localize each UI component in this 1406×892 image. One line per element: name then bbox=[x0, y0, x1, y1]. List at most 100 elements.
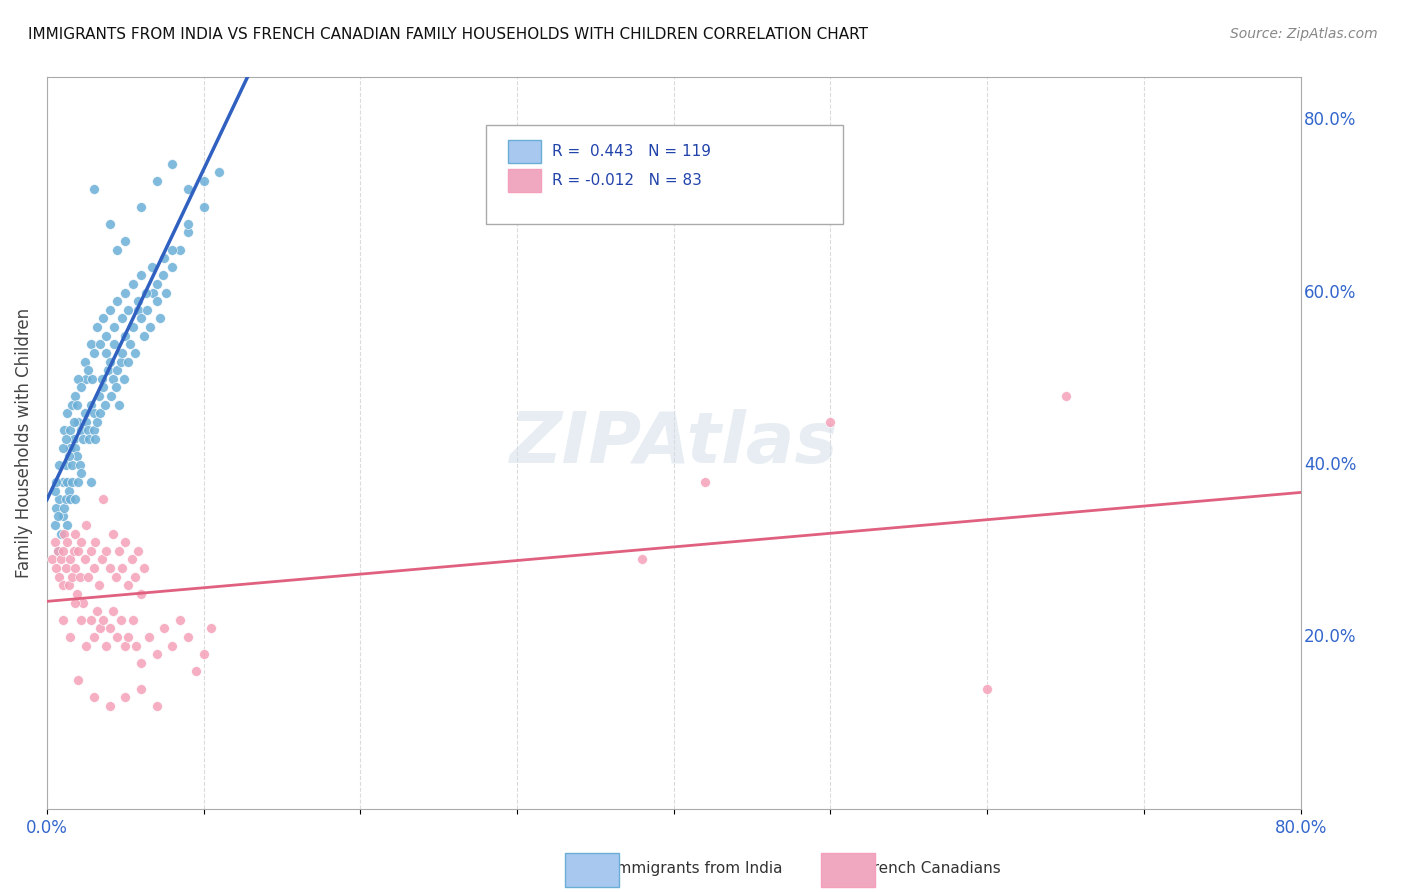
Point bbox=[200, 621, 222, 635]
Point bbox=[177, 226, 200, 240]
Point bbox=[132, 561, 155, 575]
Point bbox=[127, 294, 149, 309]
Point bbox=[44, 483, 66, 498]
Point bbox=[121, 552, 143, 566]
Point bbox=[63, 441, 86, 455]
Point bbox=[122, 320, 145, 334]
Point bbox=[75, 415, 97, 429]
Point bbox=[103, 337, 125, 351]
Point bbox=[70, 467, 93, 481]
Point bbox=[96, 328, 118, 343]
Point bbox=[145, 174, 167, 188]
Point bbox=[56, 518, 79, 533]
Point bbox=[83, 690, 105, 705]
Point bbox=[94, 398, 117, 412]
Point bbox=[96, 639, 118, 653]
Point bbox=[63, 526, 86, 541]
Point bbox=[89, 621, 111, 635]
Point bbox=[66, 587, 89, 601]
Point bbox=[56, 535, 79, 549]
Point bbox=[60, 458, 83, 472]
Point bbox=[86, 320, 108, 334]
Point bbox=[693, 475, 716, 489]
Point bbox=[114, 328, 136, 343]
Point bbox=[112, 372, 135, 386]
Point bbox=[46, 509, 69, 524]
Point bbox=[108, 544, 131, 558]
Point bbox=[59, 630, 82, 644]
Point bbox=[169, 243, 191, 257]
Point bbox=[101, 604, 124, 618]
Point bbox=[145, 277, 167, 291]
Point bbox=[73, 406, 96, 420]
Point bbox=[87, 578, 110, 592]
Point bbox=[97, 363, 120, 377]
Point bbox=[127, 302, 149, 317]
Point bbox=[67, 544, 90, 558]
Point bbox=[107, 294, 129, 309]
Point bbox=[98, 561, 121, 575]
Point bbox=[96, 346, 118, 360]
Text: R = -0.012   N = 83: R = -0.012 N = 83 bbox=[553, 173, 702, 188]
Point bbox=[184, 665, 207, 679]
Point bbox=[51, 509, 73, 524]
Point bbox=[72, 432, 94, 446]
Text: Immigrants from India: Immigrants from India bbox=[612, 862, 782, 876]
Point bbox=[145, 294, 167, 309]
Point bbox=[631, 552, 654, 566]
Point bbox=[124, 570, 146, 584]
Point bbox=[59, 492, 82, 507]
Point bbox=[145, 647, 167, 661]
Point bbox=[153, 621, 176, 635]
Point bbox=[83, 630, 105, 644]
Text: 20.0%: 20.0% bbox=[1303, 628, 1357, 646]
Point bbox=[46, 544, 69, 558]
Point bbox=[44, 535, 66, 549]
Point bbox=[162, 260, 184, 274]
Point bbox=[104, 570, 127, 584]
Point bbox=[58, 449, 80, 463]
Point bbox=[51, 475, 73, 489]
Point bbox=[55, 492, 77, 507]
Point bbox=[98, 302, 121, 317]
Point bbox=[162, 156, 184, 170]
Point bbox=[51, 441, 73, 455]
Point bbox=[152, 268, 174, 283]
Point bbox=[976, 681, 998, 696]
Point bbox=[139, 320, 162, 334]
Point bbox=[169, 613, 191, 627]
Point bbox=[48, 492, 70, 507]
Point bbox=[70, 613, 93, 627]
Point bbox=[62, 415, 84, 429]
Text: French Canadians: French Canadians bbox=[865, 862, 1001, 876]
Point bbox=[114, 234, 136, 248]
Point bbox=[83, 346, 105, 360]
Point bbox=[107, 243, 129, 257]
Point bbox=[70, 380, 93, 394]
Text: R =  0.443   N = 119: R = 0.443 N = 119 bbox=[553, 144, 711, 159]
Point bbox=[89, 406, 111, 420]
Point bbox=[75, 639, 97, 653]
Point bbox=[111, 311, 134, 326]
Point bbox=[125, 639, 148, 653]
Point bbox=[69, 570, 91, 584]
Point bbox=[45, 561, 67, 575]
Point bbox=[87, 389, 110, 403]
Point bbox=[73, 552, 96, 566]
Point bbox=[58, 483, 80, 498]
Point bbox=[162, 243, 184, 257]
Point bbox=[83, 423, 105, 437]
Point bbox=[122, 613, 145, 627]
Point bbox=[138, 630, 160, 644]
Point bbox=[117, 630, 139, 644]
Point bbox=[51, 578, 73, 592]
Point bbox=[41, 552, 63, 566]
Point bbox=[51, 613, 73, 627]
Point bbox=[60, 398, 83, 412]
Point bbox=[86, 415, 108, 429]
Point bbox=[70, 535, 93, 549]
Point bbox=[122, 277, 145, 291]
Text: 40.0%: 40.0% bbox=[1303, 456, 1357, 474]
Point bbox=[98, 698, 121, 713]
Point bbox=[80, 475, 103, 489]
